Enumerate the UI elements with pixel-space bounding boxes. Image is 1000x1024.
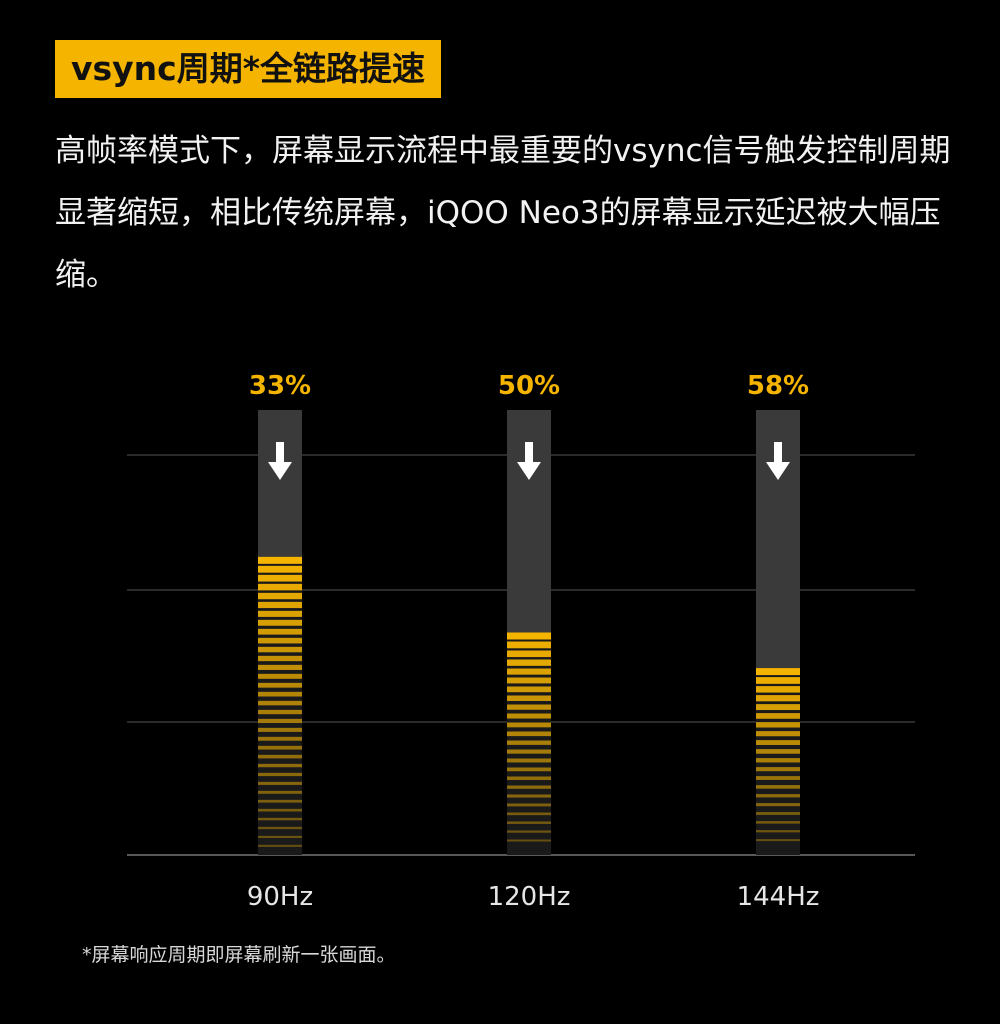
bar-stripe — [507, 632, 551, 640]
intro-paragraph: 高帧率模式下，屏幕显示流程中最重要的vsync信号触发控制周期显著缩短，相比传统… — [55, 133, 951, 293]
bar-stripe — [258, 583, 302, 591]
bar-stripe — [507, 839, 551, 842]
bar-stripe — [258, 619, 302, 626]
latency-reduction-chart: 33% 90Hz 50% 120Hz 58% 144Hz — [127, 371, 915, 912]
bar-stripe — [258, 556, 302, 564]
bar-stripe — [756, 740, 800, 745]
bar-stripe — [258, 781, 302, 785]
bar-stripe — [258, 808, 302, 812]
bar-stripe — [258, 754, 302, 759]
arrow-down-icon — [766, 442, 790, 480]
bar-stripe — [258, 664, 302, 670]
bar-fill-144Hz — [756, 668, 800, 855]
bar-stripe — [258, 763, 302, 768]
bar-stripe — [258, 817, 302, 821]
bar-stripe — [258, 727, 302, 732]
bar-stripe — [756, 758, 800, 763]
footnote: *屏幕响应周期即屏幕刷新一张画面。 — [82, 944, 396, 966]
bar-stripe — [258, 844, 302, 847]
bar-stripe — [258, 655, 302, 662]
bar-stripe — [507, 704, 551, 710]
bar-stripe — [756, 803, 800, 807]
bar-stripe — [258, 691, 302, 697]
category-label-144Hz: 144Hz — [737, 882, 820, 912]
bar-stripe — [507, 803, 551, 807]
bar-stripe — [258, 592, 302, 600]
bar-stripe — [507, 722, 551, 728]
bar-stripe — [756, 704, 800, 711]
bar-stripe — [258, 826, 302, 830]
bar-stripe — [258, 646, 302, 653]
bar-fill-120Hz — [507, 632, 551, 855]
bar-stripe — [258, 799, 302, 803]
bar-stripe — [507, 659, 551, 666]
bar-stripe — [756, 785, 800, 789]
bar-stripe — [258, 637, 302, 644]
category-label-120Hz: 120Hz — [488, 882, 571, 912]
bar-stripe — [258, 718, 302, 724]
bar-stripe — [756, 767, 800, 772]
bar-stripe — [756, 695, 800, 702]
bar-stripe — [258, 835, 302, 839]
category-label-90Hz: 90Hz — [247, 882, 313, 912]
arrow-down-icon — [268, 442, 292, 480]
bar-stripe — [258, 673, 302, 679]
bar-stripe — [756, 839, 800, 842]
bar-stripe — [507, 821, 551, 824]
bar-stripe — [507, 758, 551, 763]
bar-stripe — [756, 794, 800, 798]
bar-stripe — [756, 821, 800, 824]
value-label-90Hz: 33% — [249, 371, 311, 401]
bar-stripe — [507, 812, 551, 816]
bar-stripe — [258, 700, 302, 706]
bar-stripe — [507, 830, 551, 833]
bar-stripe — [258, 574, 302, 582]
bar-stripe — [756, 722, 800, 728]
bar-stripe — [258, 682, 302, 688]
bar-stripe — [756, 812, 800, 815]
bar-stripe — [507, 776, 551, 781]
bar-stripe — [507, 794, 551, 798]
bar-stripe — [756, 749, 800, 754]
bar-stripe — [258, 790, 302, 794]
bar-stripe — [258, 628, 302, 635]
bar-stripe — [507, 731, 551, 737]
bar-stripe — [258, 565, 302, 573]
bar-stripe — [756, 677, 800, 684]
bar-stripe — [756, 731, 800, 737]
bar-stripe — [507, 785, 551, 789]
bar-stripe — [507, 641, 551, 649]
section-title-badge: vsync周期*全链路提速 — [55, 40, 441, 98]
bar-stripe — [258, 745, 302, 750]
bar-stripe — [258, 601, 302, 609]
bar-stripe — [756, 830, 800, 833]
bar-stripe — [507, 668, 551, 675]
bar-stripe — [756, 776, 800, 780]
bar-stripe — [756, 686, 800, 693]
bar-stripe — [507, 713, 551, 719]
value-label-120Hz: 50% — [498, 371, 560, 401]
arrow-down-icon — [517, 442, 541, 480]
value-label-144Hz: 58% — [747, 371, 809, 401]
bar-stripe — [507, 686, 551, 693]
bar-stripe — [258, 772, 302, 777]
bar-stripe — [507, 740, 551, 745]
bar-stripe — [258, 736, 302, 741]
bar-stripe — [756, 668, 800, 676]
bar-fill-90Hz — [258, 556, 302, 855]
bar-stripe — [756, 713, 800, 719]
bar-stripe — [258, 610, 302, 617]
bar-stripe — [507, 749, 551, 754]
bar-stripe — [507, 767, 551, 772]
bar-stripe — [507, 677, 551, 684]
bar-stripe — [258, 709, 302, 715]
bar-stripe — [507, 650, 551, 658]
bar-stripe — [507, 695, 551, 701]
